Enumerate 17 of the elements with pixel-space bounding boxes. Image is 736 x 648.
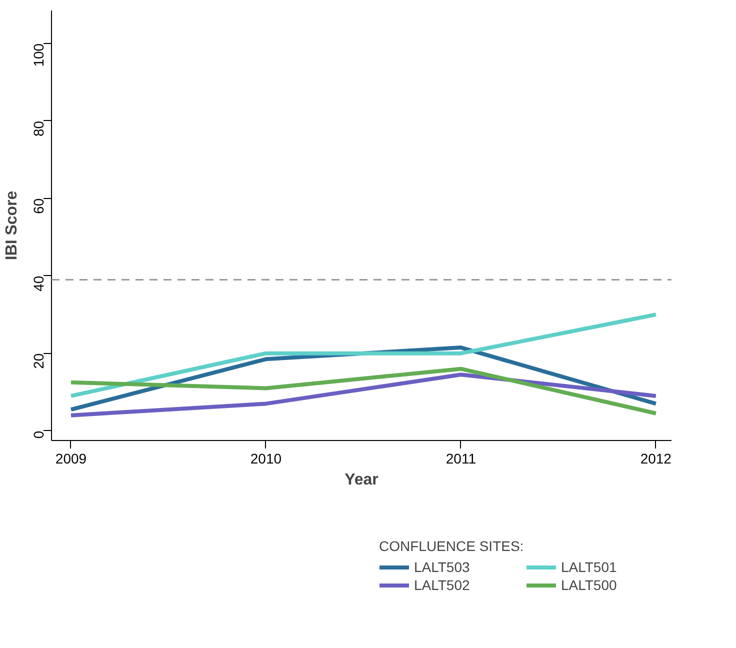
legend-title: CONFLUENCE SITES:	[379, 538, 525, 554]
y-tick-label: 0	[30, 430, 46, 439]
y-tick-label: 20	[30, 353, 46, 369]
x-axis-title: Year	[344, 472, 378, 488]
x-tick-label: 2011	[446, 450, 476, 466]
legend-label: LALT500	[561, 577, 618, 593]
legend-label: LALT502	[414, 577, 471, 593]
x-tick-label: 2010	[250, 450, 282, 466]
x-tick-label: 2012	[640, 450, 672, 466]
x-tick-label: 2009	[55, 450, 87, 466]
y-tick-label: 60	[30, 198, 46, 214]
y-tick-label: 40	[30, 276, 46, 292]
legend-label: LALT503	[414, 559, 471, 575]
y-tick-label: 100	[30, 43, 46, 67]
y-axis-title: IBI Score	[4, 190, 20, 260]
y-tick-label: 80	[30, 120, 46, 136]
legend-label: LALT501	[561, 559, 618, 575]
